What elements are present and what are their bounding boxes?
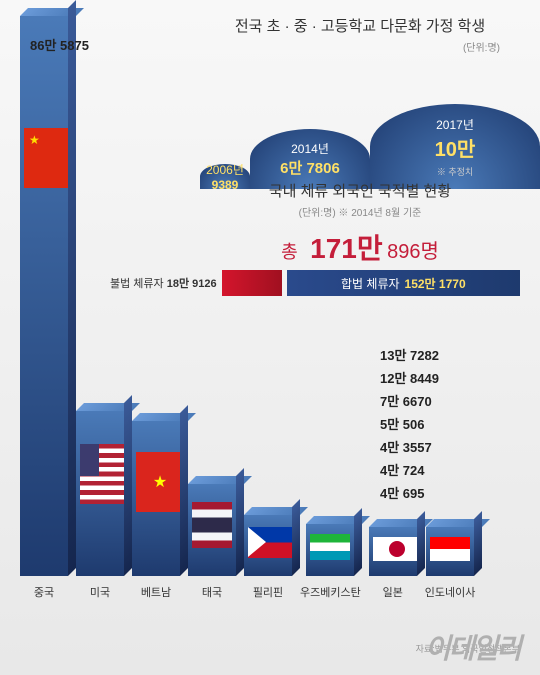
bar-value-0: 86만 5875 <box>30 35 89 54</box>
bar-중국: 중국 <box>20 16 68 600</box>
flag-icon <box>373 537 421 562</box>
bar-value-4: 5만 506 <box>380 414 425 433</box>
bar-인도네이사: 인도네이사 <box>425 527 476 600</box>
bar-label: 인도네이사 <box>425 584 476 600</box>
bar-일본: 일본 <box>369 527 417 600</box>
country-bar-chart: 중국미국베트남태국필리핀우즈베키스탄일본인도네이사 86만 587513만 72… <box>20 55 520 635</box>
bar-value-1: 13만 7282 <box>380 345 439 364</box>
bar-value-2: 12만 8449 <box>380 368 439 387</box>
flag-icon <box>310 534 350 560</box>
bar-value-7: 4만 695 <box>380 483 425 502</box>
bar-필리핀: 필리핀 <box>244 515 292 600</box>
flag-icon <box>136 452 184 512</box>
flag-icon <box>80 444 128 504</box>
bar-label: 미국 <box>90 584 110 600</box>
bar-value-3: 7만 6670 <box>380 391 432 410</box>
bar-label: 중국 <box>34 584 54 600</box>
bar-태국: 태국 <box>188 484 236 600</box>
bar-label: 우즈베키스탄 <box>300 584 361 600</box>
bar-label: 태국 <box>202 584 222 600</box>
flag-icon <box>192 502 232 548</box>
bar-value-6: 4만 724 <box>380 460 425 479</box>
bar-value-5: 4만 3557 <box>380 437 432 456</box>
bar-미국: 미국 <box>76 411 124 600</box>
bar-우즈베키스탄: 우즈베키스탄 <box>300 524 361 600</box>
flag-icon <box>248 527 296 558</box>
bar-label: 베트남 <box>141 584 171 600</box>
bar-label: 일본 <box>383 584 403 600</box>
flag-icon <box>24 128 72 188</box>
flag-icon <box>430 537 470 562</box>
edaily-logo: 이데일리 <box>425 627 520 667</box>
bar-label: 필리핀 <box>253 584 283 600</box>
bar-베트남: 베트남 <box>132 421 180 600</box>
